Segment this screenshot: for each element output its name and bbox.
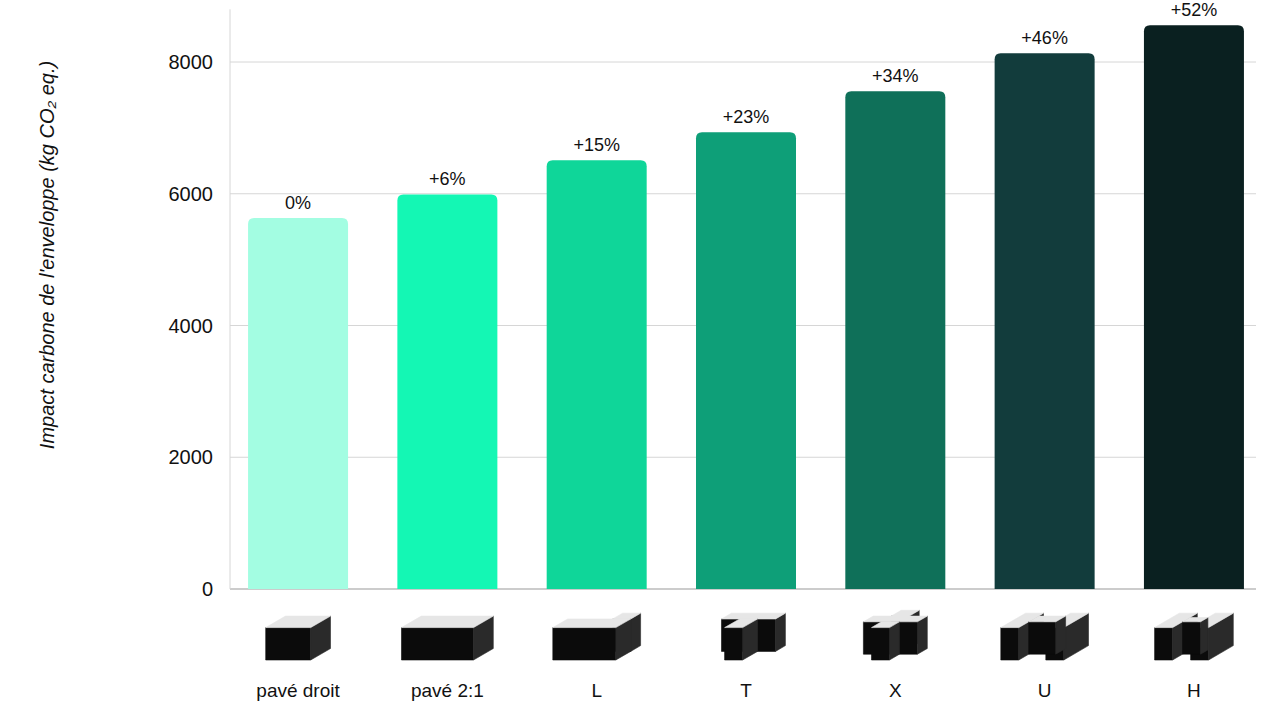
shape-face [722,613,786,619]
shape-icon [722,613,786,660]
shape-face [402,628,474,660]
shape-icon [553,613,641,660]
shape-face [1155,628,1173,660]
bar [696,132,796,589]
bars [248,25,1244,589]
bar-annotation: 0% [285,193,311,213]
y-axis-label: Impact carbone de l'enveloppe (kg CO₂ eq… [36,61,58,449]
grid-line [230,62,1256,63]
y-tick-label: 6000 [169,183,214,205]
bar [547,160,647,589]
x-tick-label: X [889,680,902,701]
shape-face [613,613,641,619]
shape-face [725,619,758,628]
shape-face [1001,628,1019,660]
shape-face [1183,622,1201,654]
chart-container: 0 2000 4000 6000 8000 0% +6% +15% +23% +34% +46% +5… [0,0,1271,718]
x-tick-label: L [591,680,602,701]
shape-face [863,616,927,622]
shape-icon [1001,613,1089,660]
bar-annotation: +23% [723,107,770,127]
bar [1144,25,1244,589]
shape-face [1029,622,1056,654]
shape-face [402,616,494,628]
shape-face [553,628,616,660]
shape-face [891,610,919,616]
shape-icon [266,616,331,660]
shape-face [872,628,890,660]
shape-icon [1155,613,1234,660]
bar-annotation: +52% [1171,0,1218,20]
bar [397,194,497,589]
y-axis-line [230,9,231,589]
shape-face [1201,618,1208,655]
shape-face [725,628,743,660]
bar-annotation: +46% [1021,28,1068,48]
bar-annotation: +15% [573,135,620,155]
shape-face [1056,616,1066,654]
shape-face [266,616,331,628]
x-tick-label: U [1038,680,1052,701]
shape-face [776,613,786,651]
x-tick-label: pavé 2:1 [411,680,484,701]
bar [248,218,348,589]
shape-face [917,616,927,654]
y-tick-label: 2000 [169,446,214,468]
y-tick-label: 8000 [169,51,214,73]
shape-face [553,619,631,628]
shape-icon [863,610,927,660]
shape-face [631,613,641,651]
bar-annotation: +6% [429,169,466,189]
shape-face [872,622,900,628]
y-tick-label: 4000 [169,315,214,337]
x-tick-label: pavé droit [256,680,340,701]
bar [845,91,945,589]
bar [995,53,1095,589]
chart-svg: 0 2000 4000 6000 8000 0% +6% +15% +23% +34% +46% +5… [0,0,1271,718]
shape-face [1183,618,1208,622]
shape-icon [402,616,494,660]
bar-annotation: +34% [872,66,919,86]
shape-face [266,628,311,660]
shape-face [890,622,900,660]
x-tick-label: T [740,680,752,701]
y-tick-label: 0 [202,578,213,600]
x-tick-label: H [1187,680,1201,701]
shape-face [1029,616,1066,622]
